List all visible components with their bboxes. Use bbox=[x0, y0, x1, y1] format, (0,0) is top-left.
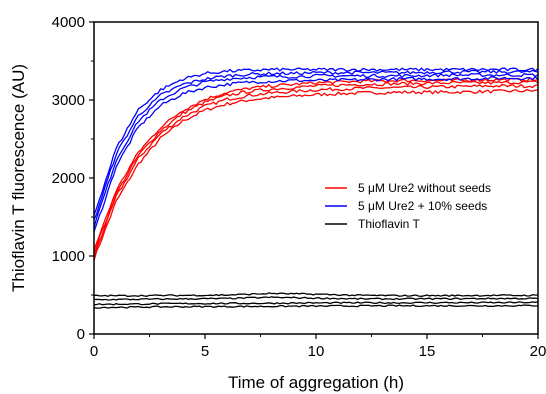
series-line-1-replicate-3 bbox=[93, 80, 539, 255]
x-tick-label: 10 bbox=[308, 343, 325, 360]
series-line-1-replicate-4 bbox=[93, 77, 539, 250]
x-axis-ticks: 0 5 10 15 20 bbox=[90, 334, 546, 360]
y-tick-label: 0 bbox=[77, 326, 85, 343]
plot-lines bbox=[93, 67, 539, 309]
y-tick-label: 1000 bbox=[52, 248, 85, 265]
x-axis-label: Time of aggregation (h) bbox=[228, 373, 404, 392]
y-axis-label: Thioflavin T fluorescence (AU) bbox=[9, 64, 28, 292]
series-line-3-replicate-1 bbox=[93, 304, 539, 309]
legend-label-2: 5 μM Ure2 + 10% seeds bbox=[358, 199, 487, 213]
series-line-3-replicate-2 bbox=[93, 301, 539, 306]
series-line-1-replicate-1 bbox=[93, 88, 539, 261]
series-line-1-replicate-2 bbox=[93, 83, 539, 257]
x-tick-label: 15 bbox=[419, 343, 436, 360]
legend-label-3: Thioflavin T bbox=[358, 217, 420, 231]
series-line-2-replicate-3 bbox=[93, 69, 539, 220]
x-tick-label: 5 bbox=[201, 343, 209, 360]
series-line-2-replicate-2 bbox=[93, 72, 539, 228]
series-line-3-replicate-4 bbox=[93, 292, 539, 298]
series-line-2-replicate-4 bbox=[93, 67, 539, 216]
legend: 5 μM Ure2 without seeds 5 μM Ure2 + 10% s… bbox=[325, 181, 491, 231]
series-line-2-replicate-1 bbox=[93, 75, 539, 232]
y-axis-ticks: 0 1000 2000 3000 4000 bbox=[52, 14, 94, 343]
y-tick-label: 2000 bbox=[52, 170, 85, 187]
x-tick-label: 20 bbox=[530, 343, 546, 360]
y-tick-label: 4000 bbox=[52, 14, 85, 31]
series-line-3-replicate-3 bbox=[93, 296, 539, 301]
legend-label-1: 5 μM Ure2 without seeds bbox=[358, 181, 491, 195]
y-tick-label: 3000 bbox=[52, 92, 85, 109]
x-tick-label: 0 bbox=[90, 343, 98, 360]
